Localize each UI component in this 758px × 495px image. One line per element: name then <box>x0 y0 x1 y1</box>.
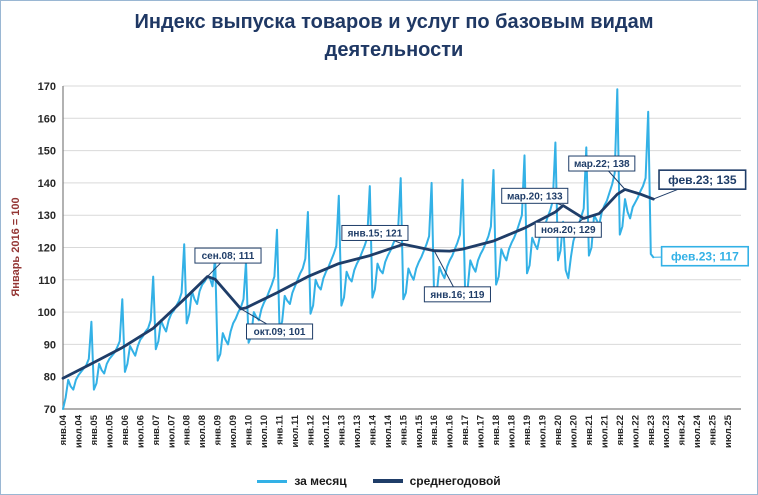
y-tick-label: 120 <box>38 243 56 255</box>
x-tick-label: янв.21 <box>584 414 595 445</box>
x-tick-label: июл.07 <box>166 415 177 448</box>
x-tick-label: янв.23 <box>646 415 657 445</box>
y-tick-label: 160 <box>38 113 56 125</box>
x-tick-label: янв.11 <box>275 414 286 445</box>
x-tick-label: янв.12 <box>305 415 316 445</box>
x-tick-label: июл.10 <box>259 415 270 448</box>
x-tick-label: янв.14 <box>367 414 378 445</box>
legend-item-annual: среднегодовой <box>372 474 501 488</box>
annotation-box <box>194 247 262 264</box>
plot-area: 70 80 90 100 110 120 130 140 150 160 170 янв.04 июл.… <box>38 81 750 448</box>
y-tick-label: 170 <box>38 81 56 93</box>
x-tick-label: июл.17 <box>476 415 487 448</box>
annotation-box <box>501 187 569 204</box>
annotation-label: мар.20; 133 <box>507 191 563 202</box>
chart-title-line1: Индекс выпуска товаров и услуг по базовы… <box>135 11 654 33</box>
x-tick-label: июл.21 <box>599 414 610 448</box>
annual-series-line <box>61 187 655 380</box>
legend: за месяц среднегодовой <box>1 474 757 488</box>
x-tick-label: июл.08 <box>197 415 208 448</box>
y-tick-label: 100 <box>38 307 56 319</box>
x-tick-label: янв.22 <box>615 415 626 445</box>
annotation-box <box>534 221 602 238</box>
chart-svg: Индекс выпуска товаров и услуг по базовы… <box>10 11 750 448</box>
annotation-box <box>568 155 636 172</box>
y-tick-label: 150 <box>38 146 56 158</box>
legend-swatch-monthly <box>257 479 288 483</box>
legend-item-monthly: за месяц <box>257 474 347 488</box>
annotation-box <box>658 169 747 190</box>
x-tick-label: янв.10 <box>244 415 255 445</box>
x-tick-label: июл.14 <box>383 414 394 448</box>
y-axis-label: Январь 2016 = 100 <box>10 197 22 296</box>
x-tick-label: июл.16 <box>445 415 456 448</box>
x-tick-label: июл.12 <box>321 415 332 448</box>
y-tick-label: 110 <box>38 275 56 287</box>
x-tick-label: янв.05 <box>89 414 100 445</box>
x-tick-label: янв.13 <box>336 415 347 445</box>
x-tick-label: июл.09 <box>228 415 239 448</box>
y-tick-label: 90 <box>44 339 56 351</box>
x-tick-label: июл.19 <box>537 415 548 448</box>
legend-label-monthly: за месяц <box>294 474 347 488</box>
annotation-label: фев.23; 135 <box>668 173 737 187</box>
x-tick-label: июл.25 <box>723 414 734 448</box>
x-tick-label: янв.09 <box>213 415 224 445</box>
annotation-label: мар.22; 138 <box>574 159 630 170</box>
x-tick-label: июл.20 <box>568 415 579 448</box>
annotation-label: сен.08; 111 <box>202 251 255 262</box>
chart-title-line2: деятельности <box>325 39 464 61</box>
x-tick-label: янв.20 <box>553 415 564 445</box>
x-tick-label: янв.16 <box>429 415 440 445</box>
y-tick-label: 130 <box>38 210 56 222</box>
x-tick-label: июл.22 <box>630 415 641 448</box>
x-tick-label: янв.07 <box>151 415 162 445</box>
x-tick-label: июл.05 <box>104 414 115 448</box>
annotation-label: янв.16; 119 <box>430 290 485 301</box>
legend-label-annual: среднегодовой <box>409 474 501 488</box>
x-tick-label: янв.18 <box>491 415 502 445</box>
x-tick-label: июл.11 <box>290 414 301 447</box>
annotation-box <box>660 245 750 267</box>
legend-swatch-annual <box>372 479 403 483</box>
x-tick-label: июл.23 <box>661 415 672 448</box>
x-tick-label: июл.13 <box>352 415 363 448</box>
x-tick-label: июл.06 <box>135 415 146 448</box>
y-tick-label: 140 <box>38 178 56 190</box>
annotation-box <box>245 323 314 340</box>
monthly-series-line <box>62 88 655 410</box>
annotation-box <box>341 224 409 241</box>
x-tick-label: янв.19 <box>522 415 533 445</box>
x-tick-label: июл.15 <box>414 414 425 448</box>
x-tick-label: янв.17 <box>460 415 471 445</box>
annotation-label: янв.15; 121 <box>348 228 403 239</box>
x-tick-label: июл.18 <box>507 415 518 448</box>
annotation-label: фев.23; 117 <box>671 250 739 264</box>
x-tick-label: июл.04 <box>73 414 84 448</box>
x-tick-label: янв.24 <box>677 414 688 445</box>
x-tick-label: янв.08 <box>182 415 193 445</box>
y-tick-label: 70 <box>44 404 56 416</box>
annotation-label: ноя.20; 129 <box>541 225 596 236</box>
x-tick-label: июл.24 <box>692 414 703 448</box>
y-tick-label: 80 <box>44 372 56 384</box>
x-tick-label: янв.25 <box>708 414 719 445</box>
x-tick-label: янв.15 <box>398 414 409 445</box>
x-tick-label: янв.04 <box>58 414 69 445</box>
annotation-label: окт.09; 101 <box>254 327 306 338</box>
annotation-box <box>423 286 491 303</box>
x-tick-label: янв.06 <box>120 415 131 445</box>
